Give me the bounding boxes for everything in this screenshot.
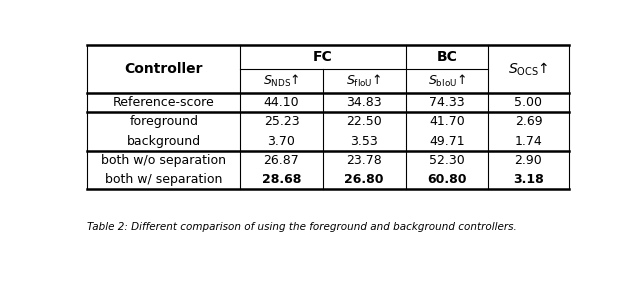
Text: BC: BC [436,50,458,64]
Text: foreground: foreground [129,115,198,128]
Text: FC: FC [313,50,333,64]
Text: 26.87: 26.87 [264,154,300,167]
Text: 2.69: 2.69 [515,115,542,128]
Text: $S_{\mathrm{bIoU}}$↑: $S_{\mathrm{bIoU}}$↑ [428,73,466,89]
Text: Table 2: Different comparison of using the foreground and background controllers: Table 2: Different comparison of using t… [88,222,517,232]
Text: 44.10: 44.10 [264,96,300,109]
Text: 1.74: 1.74 [515,135,542,148]
Text: 2.90: 2.90 [515,154,542,167]
Text: $S_{\mathrm{fIoU}}$↑: $S_{\mathrm{fIoU}}$↑ [346,73,382,89]
Text: 60.80: 60.80 [428,173,467,186]
Text: 34.83: 34.83 [346,96,382,109]
Text: 26.80: 26.80 [344,173,384,186]
Text: 28.68: 28.68 [262,173,301,186]
Text: 52.30: 52.30 [429,154,465,167]
Text: both w/o separation: both w/o separation [101,154,227,167]
Text: 3.18: 3.18 [513,173,544,186]
Text: 74.33: 74.33 [429,96,465,109]
Text: 3.70: 3.70 [268,135,296,148]
Text: both w/ separation: both w/ separation [105,173,223,186]
Text: 49.71: 49.71 [429,135,465,148]
Text: 22.50: 22.50 [346,115,382,128]
Text: 5.00: 5.00 [515,96,543,109]
Text: Controller: Controller [125,62,203,76]
Text: background: background [127,135,201,148]
Text: 25.23: 25.23 [264,115,300,128]
Text: 23.78: 23.78 [346,154,382,167]
Text: Reference-score: Reference-score [113,96,214,109]
Text: $S_\mathregular{OCS}$↑: $S_\mathregular{OCS}$↑ [508,61,548,78]
Text: 3.53: 3.53 [350,135,378,148]
Text: 41.70: 41.70 [429,115,465,128]
Text: $S_{\mathrm{NDS}}$↑: $S_{\mathrm{NDS}}$↑ [263,73,300,89]
